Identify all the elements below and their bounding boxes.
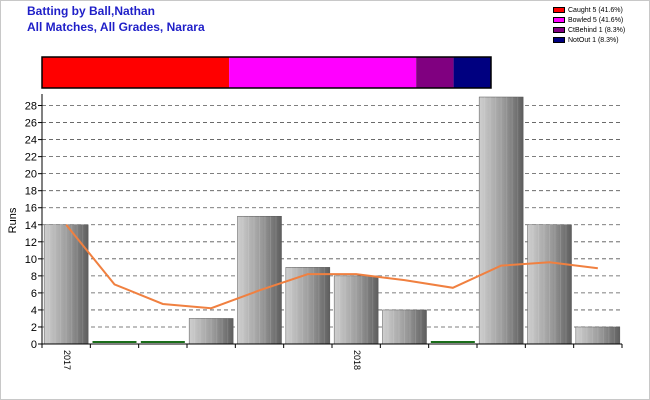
legend-label: NotOut 1 (8.3%) <box>568 36 619 44</box>
legend-item: NotOut 1 (8.3%) <box>553 35 625 45</box>
y-tick-label: 14 <box>25 220 37 232</box>
y-tick-label: 20 <box>25 169 37 181</box>
y-tick-label: 28 <box>25 101 37 113</box>
legend-item: CtBehind 1 (8.3%) <box>553 25 625 35</box>
y-tick-label: 24 <box>25 135 37 147</box>
dismissal-segment <box>453 57 491 88</box>
y-tick-label: 18 <box>25 186 37 198</box>
y-tick-label: 2 <box>31 322 37 334</box>
runs-bar <box>478 96 524 345</box>
y-tick-label: 0 <box>31 339 37 351</box>
runs-bar <box>333 275 379 345</box>
dismissal-segment <box>416 57 454 88</box>
y-tick-label: 4 <box>31 305 37 317</box>
average-line <box>65 224 598 310</box>
zero-run-marker <box>140 341 185 343</box>
chart-title-line1: Batting by Ball,Nathan <box>27 4 156 18</box>
legend-label: CtBehind 1 (8.3%) <box>568 26 626 34</box>
y-tick-label: 22 <box>25 152 37 164</box>
runs-bar <box>43 224 89 345</box>
runs-bar <box>527 224 572 345</box>
legend-swatch <box>553 37 565 43</box>
dismissal-segment <box>42 57 230 88</box>
y-tick-label: 16 <box>25 203 37 215</box>
zero-run-marker <box>430 341 475 343</box>
y-axis-label: Runs <box>7 207 19 233</box>
legend-swatch <box>553 7 565 13</box>
legend-label: Bowled 5 (41.6%) <box>568 16 624 24</box>
legend-label: Caught 5 (41.6%) <box>568 6 623 14</box>
legend: Caught 5 (41.6%) Bowled 5 (41.6%) CtBehind… <box>553 5 625 45</box>
chart-title-line2: All Matches, All Grades, Narara <box>27 20 205 34</box>
y-tick-label: 6 <box>31 288 37 300</box>
zero-run-marker <box>92 341 137 343</box>
y-tick-label: 10 <box>25 254 37 266</box>
legend-item: Bowled 5 (41.6%) <box>553 15 625 25</box>
legend-swatch <box>553 27 565 33</box>
x-tick-label: 2018 <box>352 350 362 370</box>
legend-swatch <box>553 17 565 23</box>
dismissal-bar-outline <box>41 56 492 89</box>
legend-item: Caught 5 (41.6%) <box>553 5 625 15</box>
runs-bar <box>237 215 282 345</box>
y-tick-label: 26 <box>25 118 37 130</box>
y-tick-label: 8 <box>31 271 37 283</box>
x-tick-label: 2017 <box>62 350 72 370</box>
dismissal-segment <box>229 57 417 88</box>
y-tick-label: 12 <box>25 237 37 249</box>
